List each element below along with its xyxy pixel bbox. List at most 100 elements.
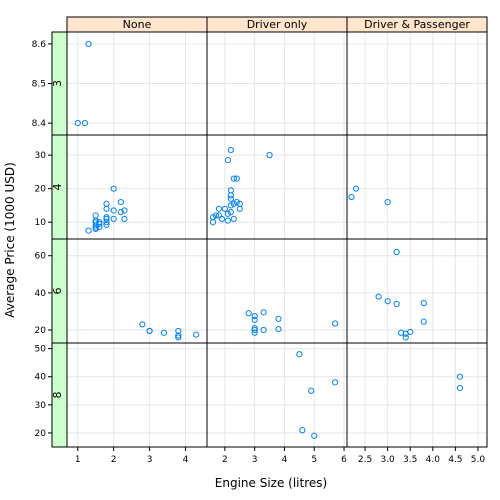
data-point [456, 384, 464, 392]
data-point [175, 327, 182, 335]
panel-none-cyl-4 [66, 134, 208, 240]
data-point [212, 212, 220, 219]
strip-label-cyl-4: 4 [51, 184, 64, 191]
data-point [175, 334, 182, 341]
data-point [74, 120, 81, 127]
data-point [103, 200, 110, 207]
x-tick-label: 4.0 [426, 455, 441, 465]
data-point [110, 207, 117, 214]
data-point [85, 227, 92, 234]
data-point [117, 198, 124, 206]
panel-driver-only-cyl-8 [206, 342, 348, 448]
x-tick-label: 2 [111, 455, 117, 465]
panel-driver-passenger-cyl-8 [346, 342, 488, 448]
panel-driver-passenger-cyl-4 [346, 134, 488, 240]
data-point [227, 187, 234, 194]
x-tick-label: 4 [282, 455, 288, 465]
data-point [193, 331, 200, 338]
y-tick-label: 10 [35, 218, 47, 228]
data-point [85, 40, 92, 47]
data-point [260, 309, 267, 316]
data-point [251, 329, 258, 336]
data-point [296, 351, 303, 358]
strip-label-driver-only: Driver only [247, 18, 308, 31]
data-point [352, 185, 360, 192]
data-point [384, 198, 391, 206]
x-tick-label: 3 [252, 455, 258, 465]
data-point [236, 205, 243, 212]
data-point [103, 205, 110, 212]
data-point [311, 432, 318, 439]
data-point [456, 373, 464, 380]
y-tick-label: 8.5 [32, 80, 46, 90]
data-point [224, 210, 231, 217]
data-point [146, 327, 153, 335]
data-point [209, 214, 217, 221]
strip-label-cyl-8: 8 [51, 392, 64, 399]
data-point [308, 387, 315, 394]
x-tick-label: 2.5 [358, 455, 372, 465]
data-point [121, 207, 128, 214]
data-point [81, 120, 89, 127]
data-point [121, 215, 128, 222]
data-point [227, 146, 234, 154]
data-point [233, 198, 240, 206]
data-point [393, 300, 400, 308]
x-tick-label: 3 [147, 455, 153, 465]
data-point [230, 200, 237, 207]
panel-none-cyl-6 [66, 238, 208, 344]
data-point [245, 310, 252, 317]
data-point [251, 312, 258, 320]
data-point [331, 320, 339, 327]
data-point [275, 315, 282, 322]
data-point [331, 379, 339, 386]
data-point [402, 334, 409, 341]
data-point [230, 175, 237, 182]
data-point [227, 202, 234, 209]
strip-label-none: None [123, 18, 152, 31]
x-tick-label: 4 [183, 455, 189, 465]
data-point [103, 221, 110, 229]
x-tick-label: 5.0 [471, 455, 486, 465]
data-point [96, 223, 103, 231]
y-tick-label: 40 [35, 373, 47, 383]
data-point [230, 215, 237, 222]
data-point [348, 193, 355, 201]
y-tick-label: 8.6 [32, 40, 47, 50]
data-point [299, 427, 306, 434]
data-point [160, 329, 168, 336]
y-tick-label: 20 [35, 326, 47, 336]
data-point [233, 175, 240, 182]
x-tick-label: 3.0 [380, 455, 395, 465]
data-point [266, 152, 273, 159]
y-tick-label: 40 [35, 289, 47, 299]
data-point [398, 329, 405, 336]
panel-driver-passenger-cyl-6 [346, 238, 488, 344]
data-point [251, 325, 258, 332]
data-point [407, 328, 414, 335]
x-axis-title: Engine Size (litres) [215, 476, 327, 490]
data-point [110, 215, 117, 222]
data-point [251, 326, 258, 334]
data-point [224, 157, 231, 164]
x-tick-label: 4.5 [448, 455, 462, 465]
data-point [375, 293, 382, 300]
data-point [221, 205, 228, 212]
data-point [218, 215, 225, 222]
data-point [215, 205, 223, 212]
data-point [117, 209, 124, 216]
strip-label-cyl-3: 3 [51, 80, 64, 87]
panel-none-cyl-8 [66, 342, 208, 448]
y-tick-label: 50 [35, 345, 47, 355]
strip-label-driver-passenger: Driver & Passenger [364, 18, 470, 31]
y-tick-label: 30 [35, 151, 47, 161]
data-point [236, 200, 243, 207]
y-tick-label: 8.4 [32, 119, 47, 129]
data-point [384, 298, 391, 305]
data-point [224, 217, 231, 224]
x-tick-label: 3.5 [403, 455, 417, 465]
data-point [227, 192, 234, 199]
data-point [110, 185, 117, 192]
x-tick-label: 2 [222, 455, 228, 465]
